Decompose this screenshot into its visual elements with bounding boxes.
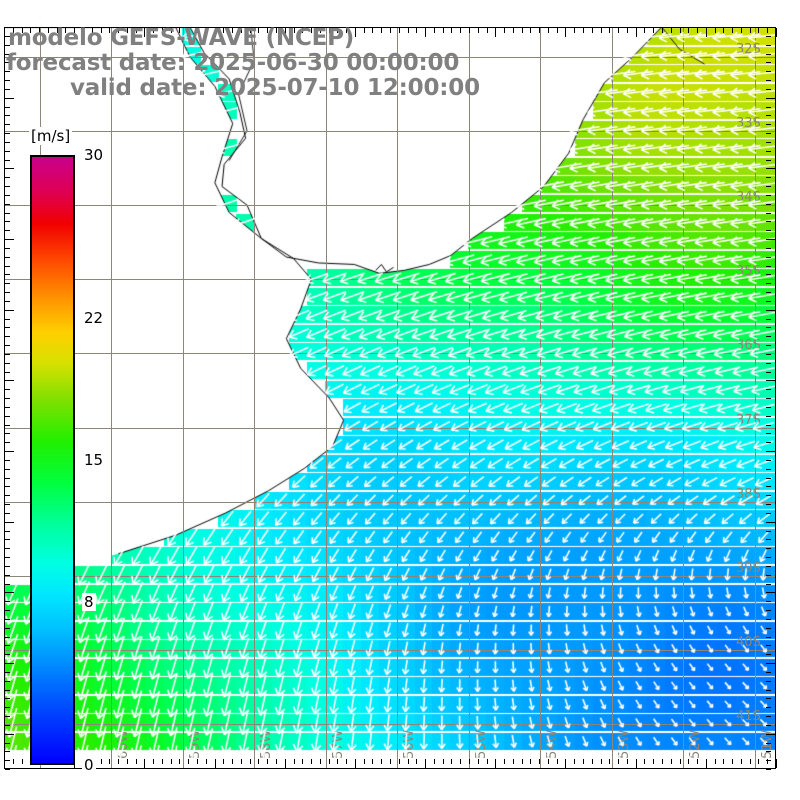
colorbar-unit-label: [m/s] bbox=[29, 127, 73, 145]
colorbar: [m/s] 30 22 15 8 0 bbox=[29, 127, 106, 774]
colorbar-gradient-icon bbox=[30, 155, 75, 765]
colorbar-tick-22: 22 bbox=[82, 308, 106, 327]
colorbar-tick-30: 30 bbox=[82, 146, 106, 164]
wind-direction-arrow-layer bbox=[4, 27, 776, 769]
colorbar-tick-15: 15 bbox=[82, 451, 106, 469]
colorbar-tick-0: 0 bbox=[82, 756, 96, 774]
map-plot-area[interactable]: 61W60W59W58W57W56W55W54W53W52W51W32S33S3… bbox=[4, 27, 776, 769]
colorbar-tick-8: 8 bbox=[82, 593, 96, 612]
